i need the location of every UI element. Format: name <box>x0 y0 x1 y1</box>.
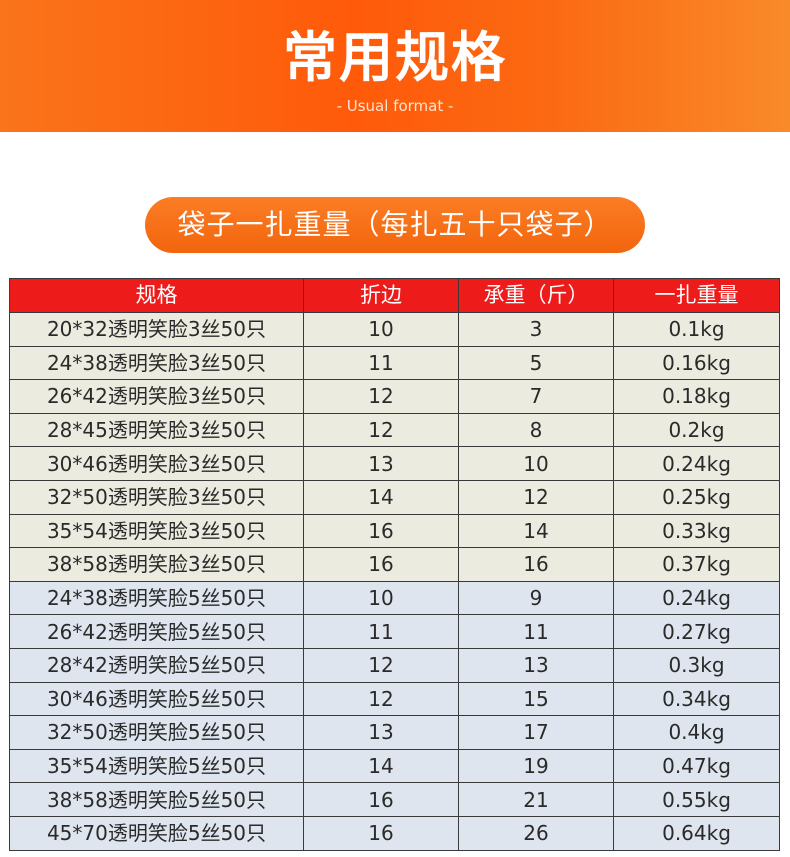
cell-fold: 12 <box>303 379 459 414</box>
cell-load: 15 <box>458 681 614 717</box>
cell-weight: 0.16kg <box>613 345 780 381</box>
table-row: 28*45透明笑脸3丝50只 12 8 0.2kg <box>9 412 780 448</box>
table-row: 38*58透明笑脸3丝50只 16 16 0.37kg <box>9 547 780 582</box>
table-header-row: 规格 折边 承重（斤） 一扎重量 <box>9 278 780 313</box>
cell-fold: 13 <box>303 715 459 750</box>
cell-weight: 0.64kg <box>613 815 780 851</box>
cell-fold: 14 <box>303 748 459 784</box>
cell-load: 7 <box>458 379 614 414</box>
table-row: 30*46透明笑脸5丝50只 12 15 0.34kg <box>9 681 780 717</box>
cell-spec: 30*46透明笑脸3丝50只 <box>9 446 304 481</box>
table-row: 26*42透明笑脸5丝50只 11 11 0.27kg <box>9 614 780 649</box>
cell-load: 14 <box>458 513 614 549</box>
cell-weight: 0.24kg <box>613 446 780 481</box>
cell-spec: 28*42透明笑脸5丝50只 <box>9 647 304 683</box>
cell-weight: 0.37kg <box>613 547 780 582</box>
table-row: 30*46透明笑脸3丝50只 13 10 0.24kg <box>9 446 780 481</box>
cell-spec: 20*32透明笑脸3丝50只 <box>9 312 304 347</box>
cell-fold: 12 <box>303 647 459 683</box>
section-heading: 袋子一扎重量（每扎五十只袋子） <box>145 197 645 253</box>
cell-load: 9 <box>458 580 614 616</box>
cell-weight: 0.1kg <box>613 312 780 347</box>
cell-load: 3 <box>458 312 614 347</box>
cell-spec: 35*54透明笑脸5丝50只 <box>9 748 304 784</box>
cell-weight: 0.33kg <box>613 513 780 549</box>
cell-spec: 26*42透明笑脸3丝50只 <box>9 379 304 414</box>
cell-load: 19 <box>458 748 614 784</box>
cell-spec: 38*58透明笑脸5丝50只 <box>9 782 304 817</box>
cell-spec: 26*42透明笑脸5丝50只 <box>9 614 304 649</box>
column-header-weight: 一扎重量 <box>613 278 780 313</box>
cell-load: 13 <box>458 647 614 683</box>
column-header-load: 承重（斤） <box>458 278 614 313</box>
cell-load: 26 <box>458 815 614 851</box>
table-row: 32*50透明笑脸5丝50只 13 17 0.4kg <box>9 715 780 750</box>
table-row: 24*38透明笑脸3丝50只 11 5 0.16kg <box>9 345 780 381</box>
cell-weight: 0.4kg <box>613 715 780 750</box>
table-row: 28*42透明笑脸5丝50只 12 13 0.3kg <box>9 647 780 683</box>
cell-weight: 0.55kg <box>613 782 780 817</box>
cell-spec: 24*38透明笑脸5丝50只 <box>9 580 304 616</box>
cell-fold: 16 <box>303 815 459 851</box>
cell-fold: 16 <box>303 782 459 817</box>
cell-fold: 12 <box>303 681 459 717</box>
cell-spec: 32*50透明笑脸3丝50只 <box>9 479 304 515</box>
table-row: 45*70透明笑脸5丝50只 16 26 0.64kg <box>9 815 780 851</box>
cell-fold: 12 <box>303 412 459 448</box>
table-row: 35*54透明笑脸3丝50只 16 14 0.33kg <box>9 513 780 549</box>
cell-spec: 35*54透明笑脸3丝50只 <box>9 513 304 549</box>
column-header-spec: 规格 <box>9 278 304 313</box>
cell-weight: 0.24kg <box>613 580 780 616</box>
table-row: 38*58透明笑脸5丝50只 16 21 0.55kg <box>9 782 780 817</box>
cell-spec: 45*70透明笑脸5丝50只 <box>9 815 304 851</box>
cell-fold: 16 <box>303 547 459 582</box>
spec-table: 规格 折边 承重（斤） 一扎重量 20*32透明笑脸3丝50只 10 3 0.1kg 2… <box>9 278 780 851</box>
page-title: 常用规格 <box>283 26 507 89</box>
cell-load: 21 <box>458 782 614 817</box>
cell-fold: 11 <box>303 614 459 649</box>
cell-load: 12 <box>458 479 614 515</box>
cell-fold: 11 <box>303 345 459 381</box>
cell-fold: 13 <box>303 446 459 481</box>
cell-spec: 28*45透明笑脸3丝50只 <box>9 412 304 448</box>
cell-fold: 14 <box>303 479 459 515</box>
cell-spec: 38*58透明笑脸3丝50只 <box>9 547 304 582</box>
cell-spec: 32*50透明笑脸5丝50只 <box>9 715 304 750</box>
table-row: 26*42透明笑脸3丝50只 12 7 0.18kg <box>9 379 780 414</box>
cell-fold: 10 <box>303 580 459 616</box>
cell-weight: 0.2kg <box>613 412 780 448</box>
cell-weight: 0.27kg <box>613 614 780 649</box>
table-row: 32*50透明笑脸3丝50只 14 12 0.25kg <box>9 479 780 515</box>
column-header-fold: 折边 <box>303 278 459 313</box>
cell-load: 8 <box>458 412 614 448</box>
cell-weight: 0.18kg <box>613 379 780 414</box>
table-body: 20*32透明笑脸3丝50只 10 3 0.1kg 24*38透明笑脸3丝50只 11 5 0… <box>9 312 780 851</box>
table-row: 24*38透明笑脸5丝50只 10 9 0.24kg <box>9 580 780 616</box>
cell-load: 17 <box>458 715 614 750</box>
table-row: 20*32透明笑脸3丝50只 10 3 0.1kg <box>9 312 780 347</box>
cell-load: 16 <box>458 547 614 582</box>
cell-weight: 0.47kg <box>613 748 780 784</box>
header-banner: 常用规格 - Usual format - <box>0 0 790 132</box>
cell-load: 10 <box>458 446 614 481</box>
cell-weight: 0.3kg <box>613 647 780 683</box>
cell-spec: 30*46透明笑脸5丝50只 <box>9 681 304 717</box>
cell-spec: 24*38透明笑脸3丝50只 <box>9 345 304 381</box>
cell-weight: 0.34kg <box>613 681 780 717</box>
cell-weight: 0.25kg <box>613 479 780 515</box>
page-subtitle: - Usual format - <box>336 97 454 115</box>
cell-fold: 16 <box>303 513 459 549</box>
table-row: 35*54透明笑脸5丝50只 14 19 0.47kg <box>9 748 780 784</box>
cell-fold: 10 <box>303 312 459 347</box>
cell-load: 11 <box>458 614 614 649</box>
cell-load: 5 <box>458 345 614 381</box>
